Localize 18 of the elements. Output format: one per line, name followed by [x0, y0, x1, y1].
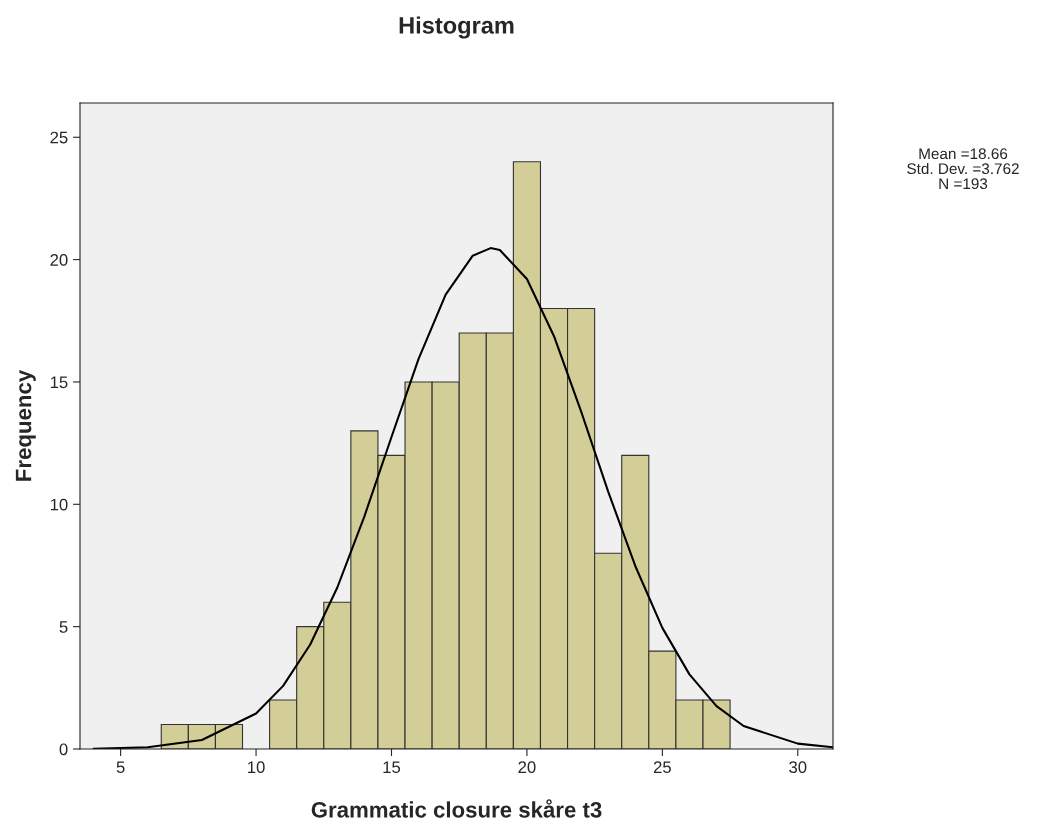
x-tick-label: 5 — [116, 761, 125, 774]
text: Std. Dev. =3.762 — [907, 162, 1019, 175]
text: N =193 — [939, 178, 988, 190]
y-tick-label: 10 — [50, 498, 68, 511]
y-tick-label: 25 — [50, 131, 68, 144]
x-tick-label: 15 — [383, 761, 401, 774]
text: Mean =18.66 — [919, 148, 1008, 160]
x-tick-label: 30 — [789, 761, 807, 774]
x-tick-label: 10 — [248, 761, 265, 774]
x-tick-label: 25 — [653, 761, 671, 774]
chart-title: Histogram — [399, 16, 514, 39]
y-tick-label: 20 — [50, 254, 68, 266]
y-axis-title: Frequency — [15, 369, 36, 481]
y-tick-label: 15 — [50, 376, 68, 389]
x-tick-label: 20 — [518, 761, 536, 774]
y-tick-label: 0 — [59, 743, 68, 756]
x-axis-title: Grammatic closure skåre t3 — [311, 799, 602, 818]
y-tick-label: 5 — [59, 621, 68, 633]
